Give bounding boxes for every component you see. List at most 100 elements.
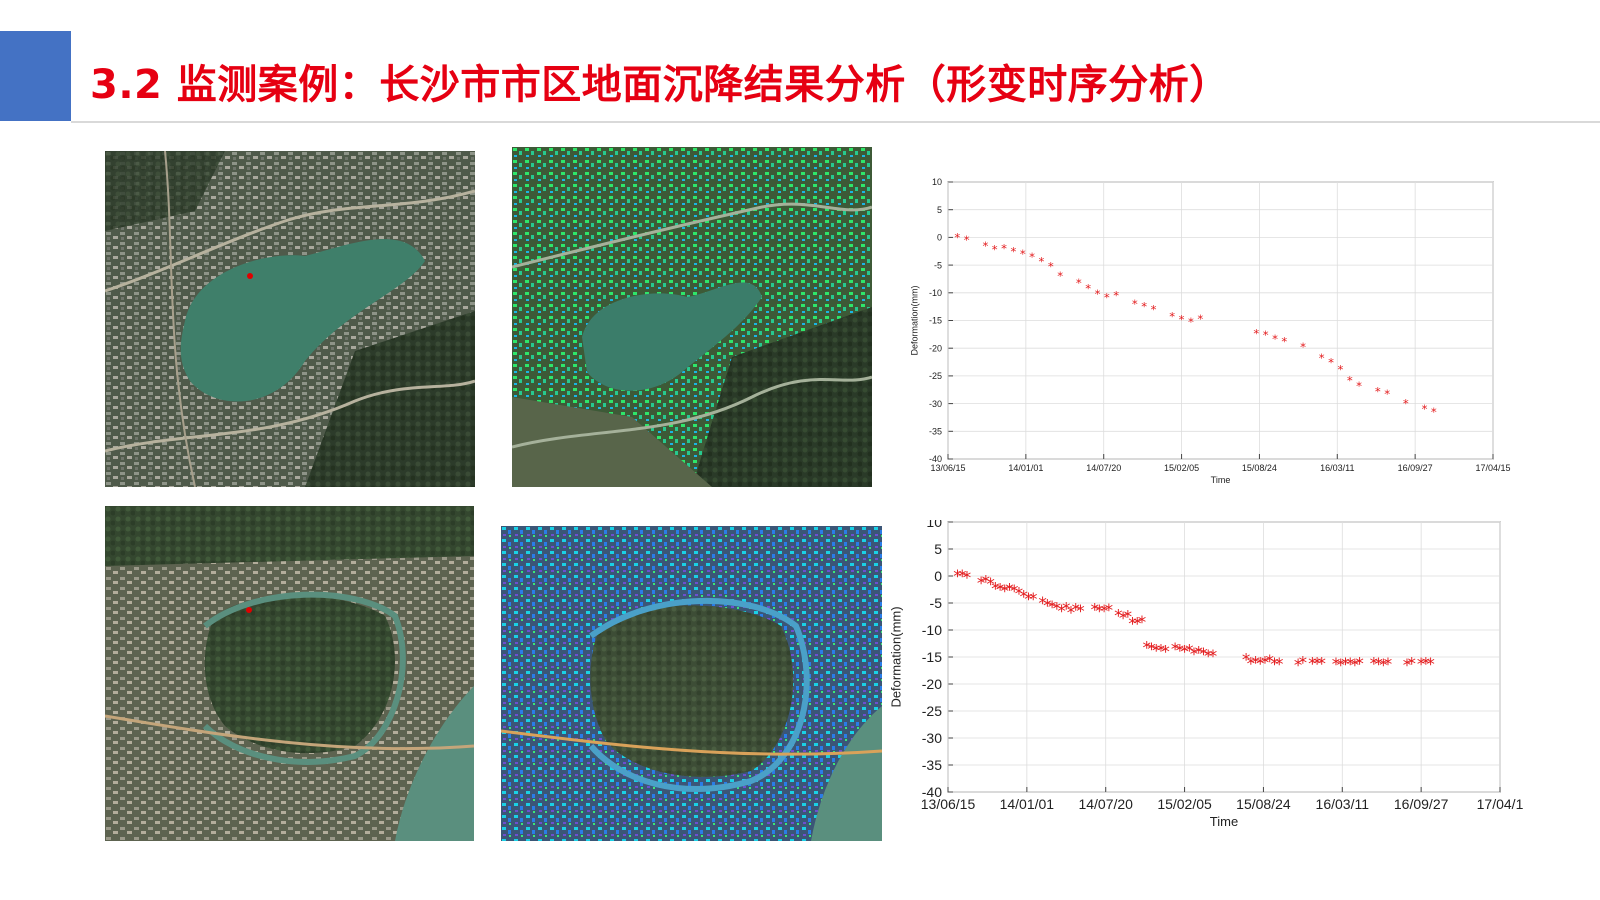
data-point: *: [1076, 276, 1082, 290]
data-point: *: [1431, 405, 1437, 419]
x-tick-label: 15/08/24: [1236, 796, 1291, 812]
y-tick-label: -30: [922, 730, 942, 746]
y-tick-label: -35: [929, 426, 942, 436]
data-point: *: [954, 230, 960, 244]
data-point: *: [1242, 650, 1250, 670]
y-tick-label: -25: [922, 703, 942, 719]
data-point: *: [1199, 644, 1207, 664]
x-tick-label: 16/03/11: [1316, 796, 1370, 812]
data-point: *: [1195, 643, 1203, 663]
data-point: *: [1095, 287, 1101, 301]
data-point: *: [991, 578, 999, 598]
data-point: *: [1403, 655, 1411, 675]
data-point: *: [1043, 596, 1051, 616]
data-point: *: [1019, 586, 1027, 606]
data-point: *: [1261, 652, 1269, 672]
data-point: *: [1384, 654, 1392, 674]
data-point: *: [1048, 597, 1056, 617]
data-point: *: [1355, 653, 1363, 673]
data-point: *: [1197, 312, 1203, 326]
data-point: *: [1319, 351, 1325, 365]
y-tick-label: -5: [930, 595, 943, 611]
x-tick-label: 14/07/20: [1086, 463, 1121, 473]
data-point: *: [986, 574, 994, 594]
y-tick-label: -40: [922, 784, 942, 800]
data-point: *: [1384, 387, 1390, 401]
title-divider: [71, 121, 1600, 123]
data-point: *: [1151, 302, 1157, 316]
slide-title: 3.2 监测案例：长沙市市区地面沉降结果分析（形变时序分析）: [90, 62, 1230, 108]
y-tick-label: -30: [929, 399, 942, 409]
x-axis-label: Time: [1210, 814, 1238, 829]
data-point: *: [1076, 601, 1084, 621]
data-point: *: [982, 571, 990, 591]
data-point: *: [1124, 606, 1132, 626]
data-point: *: [1375, 384, 1381, 398]
data-point: *: [1138, 612, 1146, 632]
y-tick-label: -20: [922, 676, 942, 692]
data-point: *: [1132, 297, 1138, 311]
data-point: *: [1281, 335, 1287, 349]
data-point: *: [958, 566, 966, 586]
data-point: *: [1341, 654, 1349, 674]
data-point: *: [1015, 584, 1023, 604]
data-point: *: [1263, 328, 1269, 342]
data-point: *: [1351, 655, 1359, 675]
data-point: *: [1105, 600, 1113, 620]
data-point: *: [1147, 639, 1155, 659]
data-point: *: [1029, 589, 1037, 609]
data-point: *: [1180, 641, 1188, 661]
data-point: *: [1141, 300, 1147, 314]
data-point: *: [1142, 638, 1150, 658]
data-point: *: [1001, 581, 1009, 601]
y-tick-label: 10: [926, 520, 942, 530]
data-point: *: [1253, 326, 1259, 340]
data-point: *: [1299, 652, 1307, 672]
deformation-map-south: [501, 526, 882, 841]
data-point: *: [1209, 646, 1217, 666]
data-point: *: [1332, 654, 1340, 674]
data-point: *: [1426, 654, 1434, 674]
data-point: *: [1422, 402, 1428, 416]
data-point: *: [996, 579, 1004, 599]
data-point: *: [1347, 373, 1353, 387]
y-tick-label: -20: [929, 343, 942, 353]
data-point: *: [1029, 250, 1035, 264]
data-point: *: [1403, 397, 1409, 411]
data-point: *: [953, 566, 961, 586]
data-point: *: [1161, 641, 1169, 661]
y-tick-label: -15: [929, 316, 942, 326]
data-point: *: [1190, 644, 1198, 664]
x-tick-label: 14/01/01: [1008, 463, 1043, 473]
y-tick-label: 5: [934, 541, 942, 557]
data-point: *: [1417, 654, 1425, 674]
y-tick-label: -25: [929, 371, 942, 381]
data-point: *: [1048, 259, 1054, 273]
data-point: *: [1169, 310, 1175, 324]
x-tick-label: 13/06/15: [930, 463, 965, 473]
deformation-chart-1: 10 5 0 -5 -10 -15 -20 -25 -30 -35 -40 13/06/15 14/01…: [900, 176, 1550, 496]
data-point: *: [1336, 655, 1344, 675]
x-tick-label: 17/04/1: [1477, 796, 1524, 812]
x-axis-label: Time: [1211, 475, 1231, 485]
data-point: *: [1275, 654, 1283, 674]
data-point: *: [1113, 289, 1119, 303]
data-point: *: [1085, 281, 1091, 295]
data-point: *: [963, 567, 971, 587]
y-tick-label: -10: [922, 622, 942, 638]
data-point: *: [1157, 640, 1165, 660]
data-point: *: [1374, 654, 1382, 674]
x-tick-label: 16/03/11: [1320, 463, 1354, 473]
deformation-chart-2: 10 5 0 -5 -10 -15 -20 -25 -30 -35 -40 13/06/15 14/01…: [890, 520, 1550, 850]
data-point: *: [1072, 599, 1080, 619]
data-point: *: [1204, 646, 1212, 666]
x-tick-label: 14/01/01: [1000, 796, 1055, 812]
data-point: *: [977, 573, 985, 593]
data-point: *: [982, 239, 988, 253]
y-tick-label: 5: [937, 205, 942, 215]
data-point: *: [1024, 589, 1032, 609]
data-point: *: [1038, 593, 1046, 613]
x-tick-label: 16/09/27: [1398, 463, 1433, 473]
data-point: *: [1152, 640, 1160, 660]
